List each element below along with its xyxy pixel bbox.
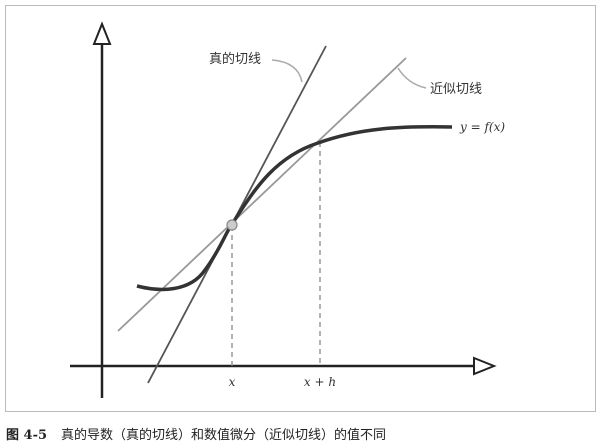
curve bbox=[136, 125, 453, 292]
label: x bbox=[229, 375, 236, 389]
frame bbox=[5, 5, 596, 412]
label: x + h bbox=[304, 375, 336, 389]
label: y = f(x) bbox=[459, 120, 505, 134]
approx-tangent bbox=[117, 57, 407, 332]
y-arrow bbox=[92, 21, 112, 45]
label: 近似切线 bbox=[430, 82, 482, 97]
caption-number: 图 4-5 bbox=[6, 428, 48, 443]
leader bbox=[397, 67, 427, 89]
leader bbox=[271, 59, 303, 83]
point bbox=[226, 219, 238, 231]
label: 真的切线 bbox=[209, 51, 261, 67]
caption-text: 真的导数（真的切线）和数值微分（近似切线）的值不同 bbox=[61, 428, 387, 443]
figure: 真的切线 近似切线 y = f(x) x x + h bbox=[5, 5, 596, 412]
x-arrow bbox=[473, 356, 497, 376]
caption: 图 4-5 真的导数（真的切线）和数值微分（近似切线）的值不同 bbox=[6, 424, 386, 443]
